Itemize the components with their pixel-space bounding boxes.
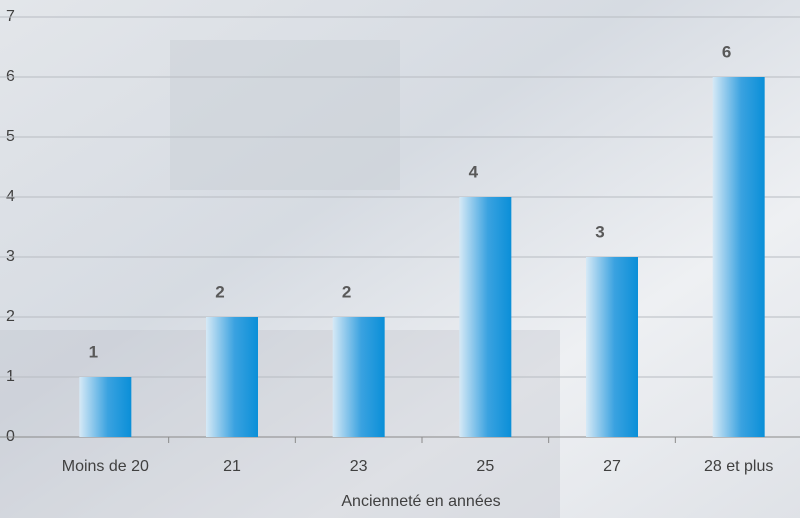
data-label: 3 <box>595 222 604 241</box>
x-tick-label: 27 <box>603 458 621 475</box>
x-tick-label: 21 <box>223 458 241 475</box>
bar <box>206 317 258 437</box>
data-label: 2 <box>215 282 224 301</box>
x-tick-label: Moins de 20 <box>62 458 149 475</box>
data-label: 6 <box>722 42 731 61</box>
x-tick-label: 25 <box>476 458 494 475</box>
data-label: 4 <box>469 162 479 181</box>
x-tick-label: 28 et plus <box>704 458 773 475</box>
x-tick-label: 23 <box>350 458 368 475</box>
data-label: 2 <box>342 282 351 301</box>
background-photo <box>170 40 400 190</box>
bar <box>332 317 385 437</box>
bar <box>712 77 765 437</box>
bar <box>79 377 132 437</box>
x-axis-label: Ancienneté en années <box>341 493 500 510</box>
data-label: 1 <box>89 342 98 361</box>
bar <box>459 197 512 437</box>
bar <box>586 257 638 437</box>
